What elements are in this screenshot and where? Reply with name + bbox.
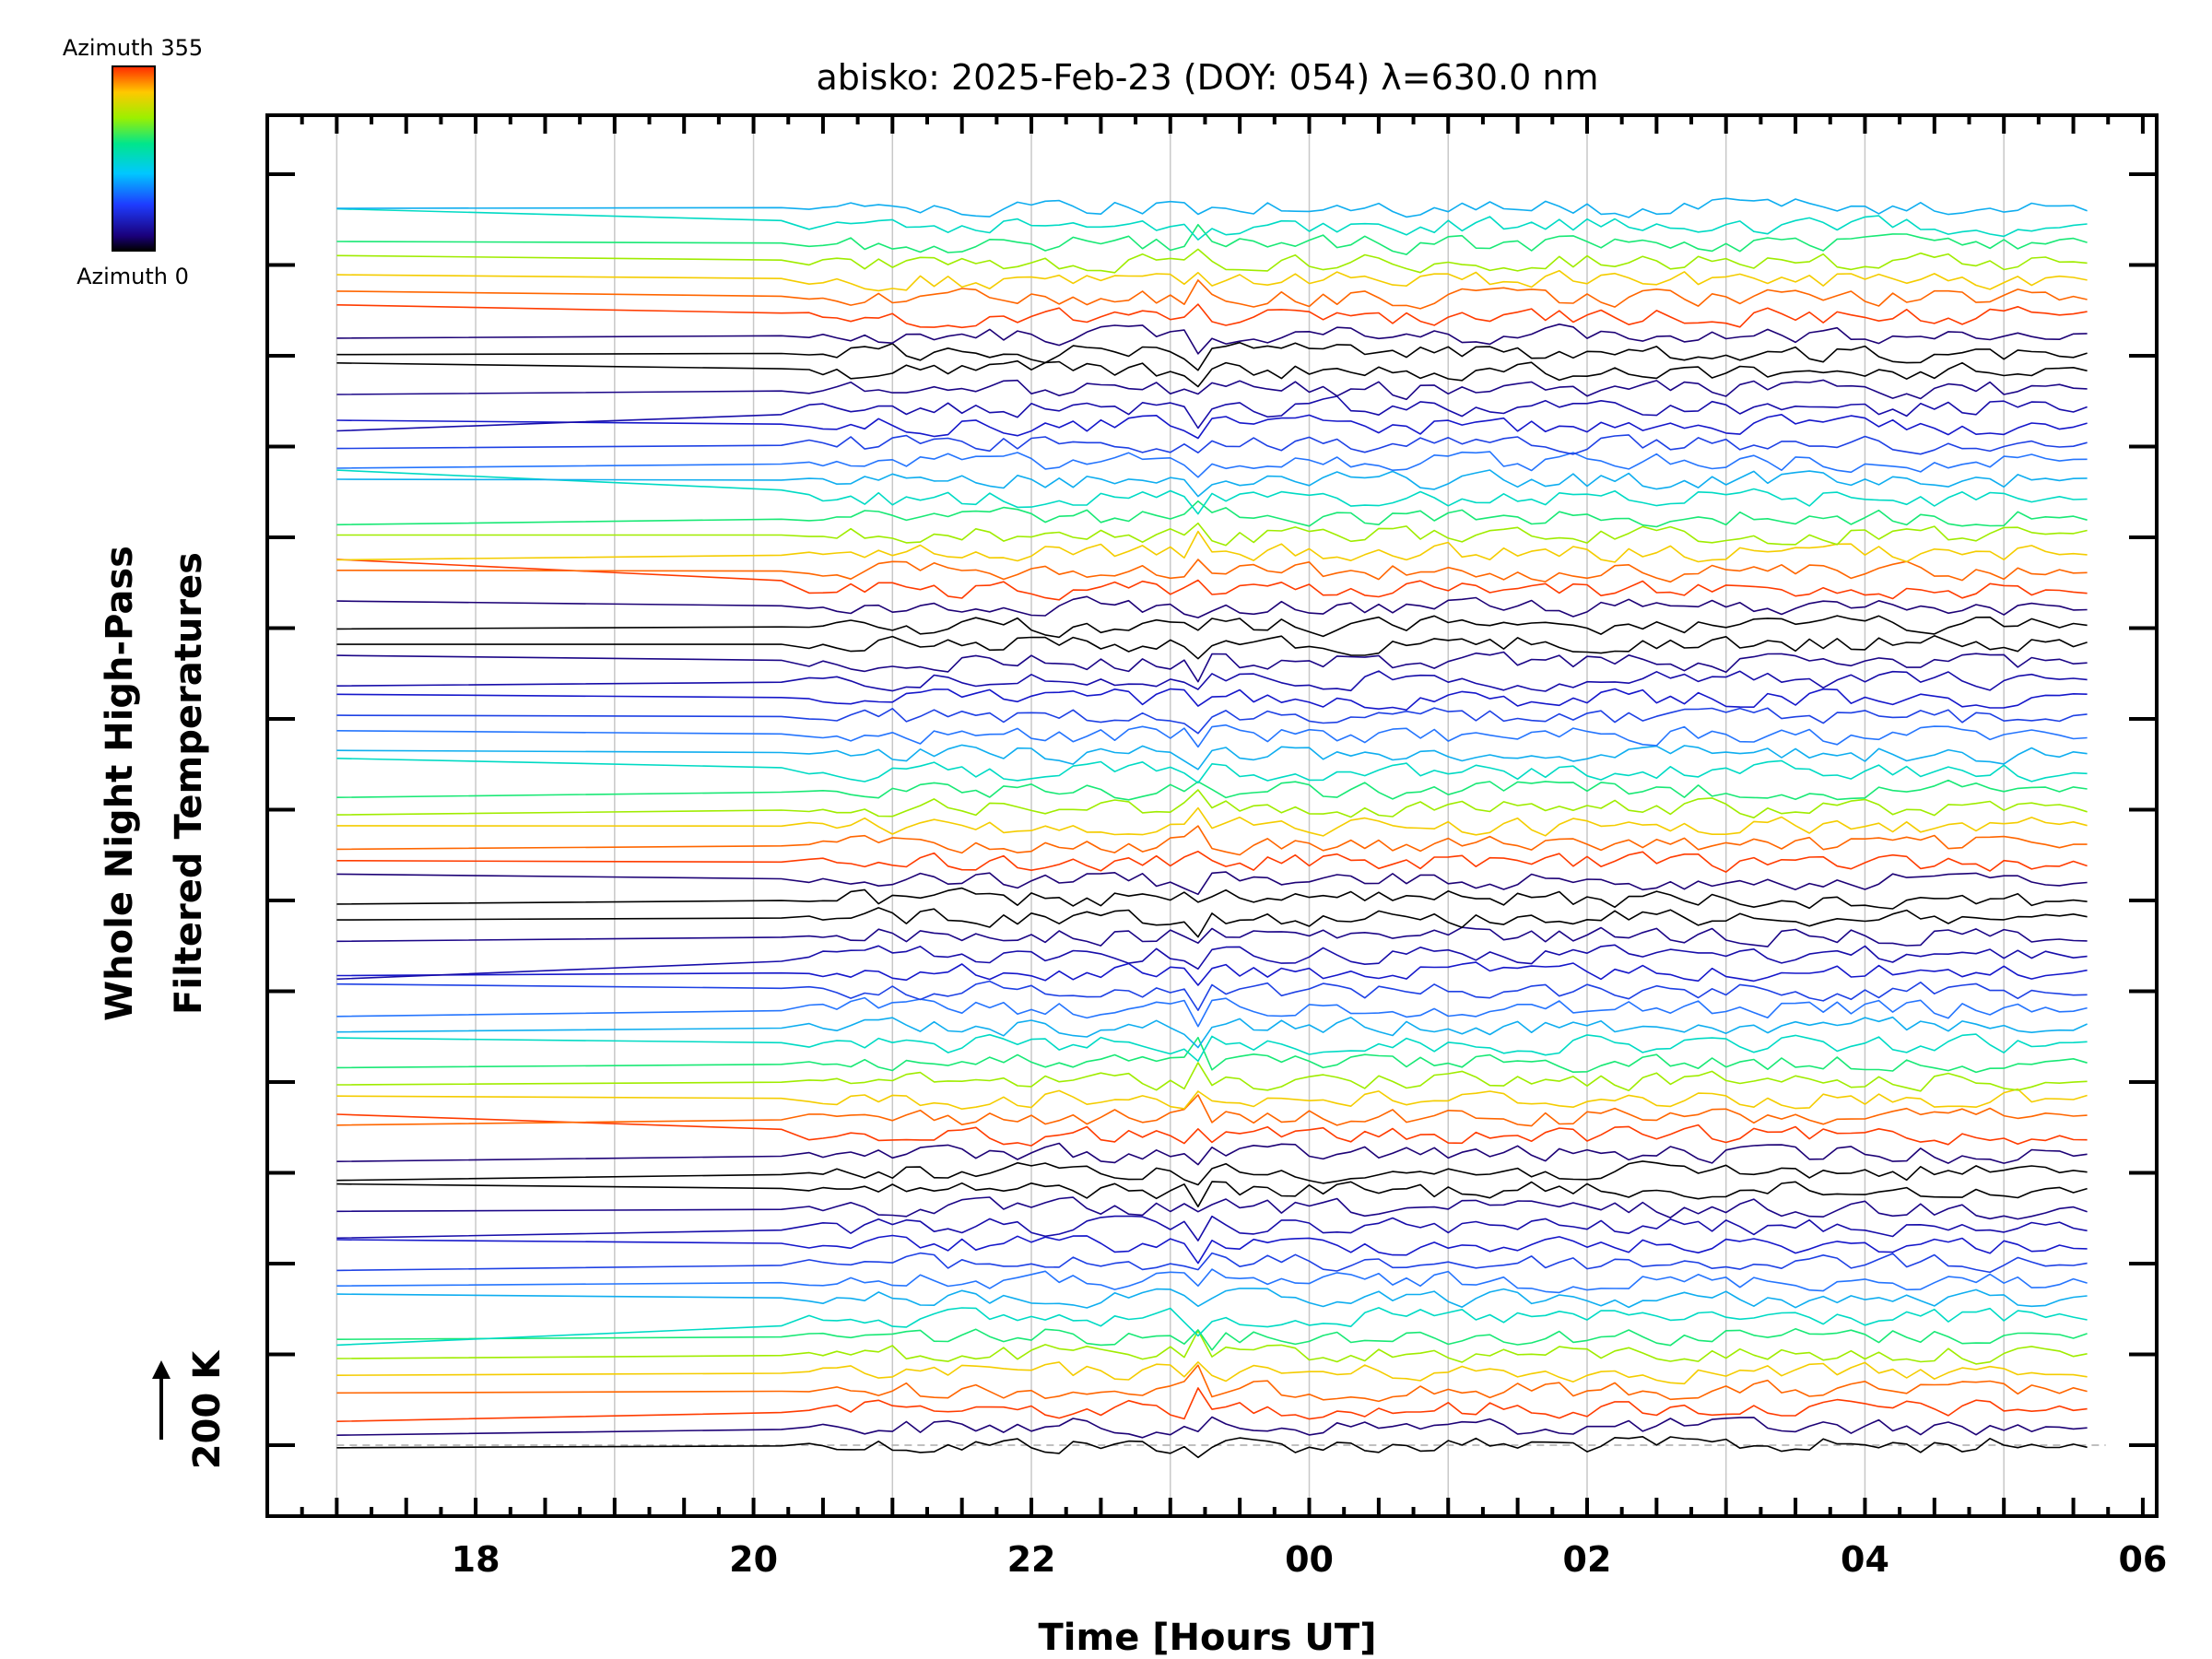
temperature-series-line xyxy=(336,1364,2088,1403)
temperature-series-line xyxy=(336,670,2088,692)
azimuth-colorbar xyxy=(112,65,156,252)
temperature-series-line xyxy=(336,926,2088,947)
temperature-series-line xyxy=(336,1196,2088,1220)
temperature-series-line xyxy=(336,1329,2088,1365)
temperature-series-line xyxy=(336,724,2088,748)
temperature-series-line xyxy=(336,980,2088,1011)
temperature-series-line xyxy=(336,469,2088,498)
temperature-series-line xyxy=(336,907,2088,938)
y-axis-label-line2: Filtered Temperatures xyxy=(168,552,210,1015)
temperature-series-line xyxy=(336,469,2088,515)
temperature-series-line xyxy=(336,744,2088,771)
temperature-series-line xyxy=(336,961,2088,986)
temperature-series-line xyxy=(336,1062,2088,1092)
temperature-series-line xyxy=(336,887,2088,910)
temperature-series-line xyxy=(336,451,2088,478)
temperature-series-line xyxy=(336,522,2088,547)
temperature-series-line xyxy=(336,1113,2088,1147)
temperature-series-line xyxy=(336,379,2088,401)
vertical-grid xyxy=(335,115,2106,1516)
temperature-series-line xyxy=(336,1033,2088,1063)
x-tick-label: 02 xyxy=(1563,1539,1612,1580)
x-tick-label: 04 xyxy=(1841,1539,1889,1580)
temperature-series-line xyxy=(336,1416,2088,1439)
temperature-series-line xyxy=(336,559,2088,583)
temperature-series-line xyxy=(336,207,2088,241)
temperature-series-line xyxy=(336,615,2088,639)
chart-title: abisko: 2025-Feb-23 (DOY: 054) λ=630.0 n… xyxy=(816,57,1598,98)
temperature-series-line xyxy=(336,1307,2088,1347)
temperature-series-line xyxy=(336,1036,2088,1074)
temperature-series-line xyxy=(336,1436,2088,1459)
temperature-series-line xyxy=(336,1016,2088,1049)
x-tick-label: 22 xyxy=(1007,1539,1056,1580)
x-tick-label: 06 xyxy=(2118,1539,2167,1580)
temperature-series-line xyxy=(336,1088,2088,1110)
x-axis-tick-labels: 18 20 22 00 02 04 06 xyxy=(452,1539,2168,1580)
scale-label: 200 K xyxy=(186,1349,229,1469)
temperature-series-line xyxy=(336,851,2088,873)
temperature-series-line xyxy=(336,1094,2088,1127)
temperature-series-line xyxy=(336,303,2088,329)
temperature-series-line xyxy=(336,996,2088,1028)
y-axis-label-line1: Whole Night High-Pass xyxy=(99,546,141,1021)
temperature-series-line xyxy=(336,1181,2088,1207)
temperature-series-line xyxy=(336,1215,2088,1241)
temperature-series-line xyxy=(336,1328,2088,1351)
temperature-series-line xyxy=(336,789,2088,818)
temperature-series-line xyxy=(336,825,2088,856)
temperature-series-line xyxy=(336,395,2088,432)
temperature-series xyxy=(336,197,2088,1459)
plot-frame xyxy=(265,113,2159,1518)
temperature-series-line xyxy=(336,1387,2088,1422)
temperature-series-line xyxy=(336,197,2088,218)
temperature-series-line xyxy=(336,1160,2088,1186)
temperature-series-line xyxy=(336,223,2088,255)
temperature-series-line xyxy=(336,1288,2088,1309)
temperature-series-line xyxy=(336,1252,2088,1274)
temperature-series-line xyxy=(336,1234,2088,1265)
temperature-series-line xyxy=(336,324,2088,355)
temperature-series-line xyxy=(336,779,2088,801)
x-tick-label: 18 xyxy=(452,1539,500,1580)
x-tick-label: 00 xyxy=(1285,1539,1334,1580)
temperature-series-line xyxy=(336,651,2088,683)
temperature-series-line xyxy=(336,414,2088,440)
temperature-series-line xyxy=(336,871,2088,896)
temperature-series-line xyxy=(336,688,2088,712)
scale-arrow-head xyxy=(152,1360,171,1379)
temperature-series-line xyxy=(336,434,2088,455)
temperature-series-line xyxy=(336,248,2088,274)
x-tick-label: 20 xyxy=(729,1539,778,1580)
temperature-series-line xyxy=(336,1361,2088,1385)
colorbar-bottom-label: Azimuth 0 xyxy=(76,264,189,289)
temperature-series-line xyxy=(336,1142,2088,1166)
temperature-series-line xyxy=(336,1268,2088,1294)
temperature-series-line xyxy=(336,500,2088,528)
temperature-series-line xyxy=(336,279,2088,310)
x-axis-label: Time [Hours UT] xyxy=(1039,1617,1377,1659)
temperature-series-line xyxy=(336,944,2088,981)
temperature-series-line xyxy=(336,595,2088,618)
temperature-series-line xyxy=(336,359,2088,388)
temperature-series-line xyxy=(336,341,2088,371)
temperature-series-line xyxy=(336,707,2088,735)
x-axis-ticks xyxy=(265,115,2145,1516)
temperature-series-line xyxy=(336,758,2088,784)
colorbar-top-label: Azimuth 355 xyxy=(63,35,203,61)
temperature-series-line xyxy=(336,530,2088,563)
temperature-series-line xyxy=(336,635,2088,660)
temperature-series-line xyxy=(336,559,2088,601)
temperature-series-line xyxy=(336,806,2088,837)
y-axis-ticks xyxy=(267,172,2157,1447)
temperature-series-line xyxy=(336,269,2088,292)
